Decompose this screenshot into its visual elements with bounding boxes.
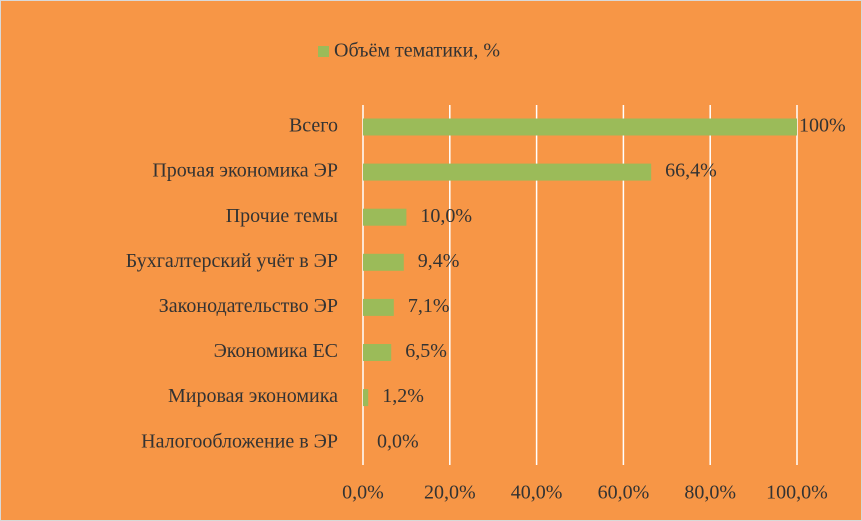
data-label: 9,4% <box>418 250 460 272</box>
x-tick-label: 80,0% <box>684 482 736 504</box>
x-tick-label: 0,0% <box>342 482 384 504</box>
bar <box>363 118 797 136</box>
y-tick-label: Бухгалтерский учёт в ЭР <box>126 250 338 272</box>
y-tick-label: Экономика ЕС <box>214 340 338 362</box>
data-label: 100% <box>799 115 846 137</box>
data-label: 10,0% <box>420 205 472 227</box>
y-tick-label: Налогообложение в ЭР <box>141 430 338 452</box>
x-tick-label: 20,0% <box>424 482 476 504</box>
legend-label: Объём тематики, % <box>334 40 500 62</box>
bar <box>363 253 404 271</box>
legend-swatch <box>318 46 329 57</box>
bar <box>363 163 652 181</box>
x-tick-label: 40,0% <box>511 482 563 504</box>
data-label: 66,4% <box>665 160 717 182</box>
data-label: 1,2% <box>382 385 424 407</box>
y-tick-label: Прочие темы <box>226 205 338 227</box>
bar <box>363 389 369 407</box>
data-label: 7,1% <box>408 295 450 317</box>
bar <box>363 344 392 361</box>
data-label: 6,5% <box>405 340 447 362</box>
x-tick-label: 100,0% <box>766 482 828 504</box>
bar <box>363 208 407 226</box>
y-tick-label: Мировая экономика <box>168 385 338 407</box>
bar <box>363 298 394 316</box>
y-tick-label: Всего <box>289 115 338 137</box>
x-tick-label: 60,0% <box>598 482 650 504</box>
y-tick-label: Законодательство ЭР <box>159 295 338 317</box>
y-tick-label: Прочая экономика ЭР <box>152 160 338 182</box>
data-label: 0,0% <box>377 430 419 452</box>
